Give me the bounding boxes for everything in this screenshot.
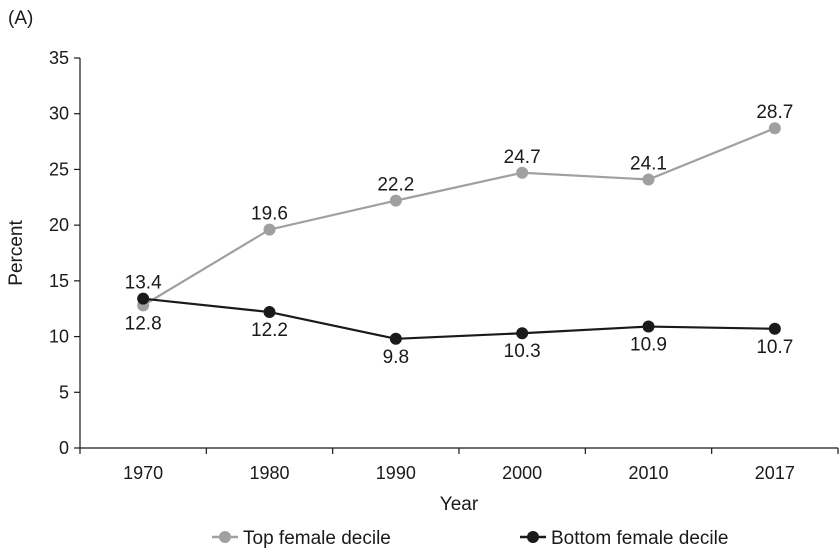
y-tick-label: 25 bbox=[49, 159, 69, 179]
data-point bbox=[768, 122, 781, 135]
data-label: 10.9 bbox=[630, 335, 667, 356]
x-tick-label: 1990 bbox=[376, 463, 416, 483]
legend-marker bbox=[527, 531, 539, 543]
y-tick-label: 10 bbox=[49, 327, 69, 347]
data-point bbox=[768, 322, 781, 335]
data-label: 10.3 bbox=[504, 341, 541, 362]
legend-label: Top female decile bbox=[243, 528, 391, 549]
x-tick-label: 2000 bbox=[502, 463, 542, 483]
data-point bbox=[263, 306, 276, 319]
legend-marker bbox=[219, 531, 231, 543]
series-layer: 12.819.622.224.7 24.128.713.412.29.8 10.3 1… bbox=[125, 102, 794, 368]
x-axis-title: Year bbox=[440, 494, 479, 515]
data-point bbox=[642, 173, 655, 186]
y-ticks: 0 5 10 15 20 25 30 35 bbox=[49, 48, 80, 458]
data-label: 9.8 bbox=[383, 347, 409, 368]
series-0: 12.8 19.6 22.2 24.7 24.1 28.7 bbox=[125, 102, 794, 334]
data-label: 28.7 bbox=[756, 102, 793, 123]
legend-item-0: Top female decile bbox=[212, 528, 391, 549]
data-point bbox=[137, 292, 150, 305]
y-tick-label: 0 bbox=[59, 438, 69, 458]
legend: Top female decile Bottom female decile bbox=[212, 528, 728, 549]
x-tick-label: 1980 bbox=[249, 463, 289, 483]
panel-label: (A) bbox=[8, 8, 33, 29]
series-1: 13.4 12.2 9.8 10.3 10.9 10.7 bbox=[125, 273, 794, 368]
y-tick-label: 35 bbox=[49, 48, 69, 68]
data-label: 22.2 bbox=[377, 175, 414, 196]
x-tick-label: 1970 bbox=[123, 463, 163, 483]
y-axis-title: Percent bbox=[6, 220, 27, 286]
data-label: 10.7 bbox=[756, 337, 793, 358]
data-label: 13.4 bbox=[125, 273, 162, 294]
data-label: 24.7 bbox=[504, 147, 541, 168]
data-point bbox=[389, 332, 402, 345]
x-tick-label: 2017 bbox=[755, 463, 795, 483]
data-label: 12.2 bbox=[251, 320, 288, 341]
y-tick-label: 15 bbox=[49, 271, 69, 291]
data-point bbox=[516, 327, 529, 340]
data-point bbox=[389, 194, 402, 207]
y-tick-label: 20 bbox=[49, 215, 69, 235]
y-tick-label: 30 bbox=[49, 104, 69, 124]
data-point bbox=[642, 320, 655, 333]
legend-label: Bottom female decile bbox=[551, 528, 728, 549]
data-point bbox=[263, 223, 276, 236]
y-tick-label: 5 bbox=[59, 382, 69, 402]
data-label: 24.1 bbox=[630, 153, 667, 174]
legend-item-1: Bottom female decile bbox=[520, 528, 728, 549]
x-tick-label: 2010 bbox=[628, 463, 668, 483]
axes: 0 5 10 15 20 25 30 35 1970 1980 1990 2000 2010 2017 bbox=[49, 48, 839, 483]
data-label: 19.6 bbox=[251, 204, 288, 225]
series-line bbox=[142, 127, 776, 307]
x-ticks: 1970 1980 1990 2000 2010 2017 bbox=[79, 448, 839, 483]
series-line bbox=[143, 297, 775, 340]
data-label: 12.8 bbox=[125, 313, 162, 334]
data-point bbox=[516, 166, 529, 179]
